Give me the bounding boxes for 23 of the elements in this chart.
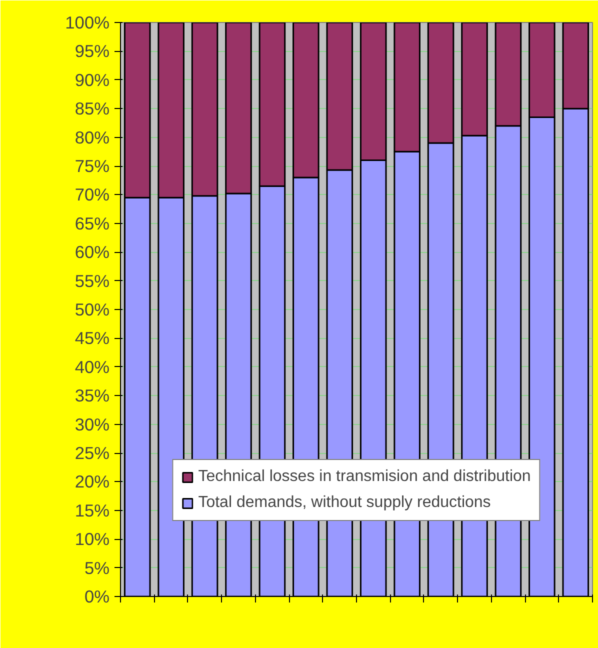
y-tick-label: 90% (74, 70, 110, 90)
y-tick-label: 50% (74, 300, 110, 320)
legend-label: Total demands, without supply reductions (198, 494, 491, 512)
y-tick-label: 100% (65, 12, 110, 32)
y-tick-label: 20% (74, 472, 110, 492)
y-tick-label: 25% (74, 443, 110, 463)
y-tick-label: 65% (74, 213, 110, 234)
y-tick-label: 85% (74, 98, 110, 119)
y-tick-label: 5% (84, 558, 110, 578)
y-tick-label: 0% (84, 586, 110, 606)
y-tick-label: 75% (74, 156, 110, 176)
y-tick-label: 45% (74, 328, 110, 348)
legend-label: Technical losses in transmision and distribution (198, 468, 531, 486)
y-tick-label: 40% (74, 356, 110, 377)
y-tick-label: 95% (74, 41, 110, 62)
y-tick-label: 35% (74, 386, 110, 406)
y-tick-label: 10% (74, 529, 110, 550)
y-tick-label: 60% (74, 242, 110, 262)
y-tick-label: 55% (74, 270, 110, 291)
y-tick-label: 80% (74, 127, 110, 148)
y-tick-label: 15% (74, 500, 110, 520)
y-tick-label: 30% (74, 414, 110, 434)
y-tick-label: 70% (74, 184, 110, 205)
